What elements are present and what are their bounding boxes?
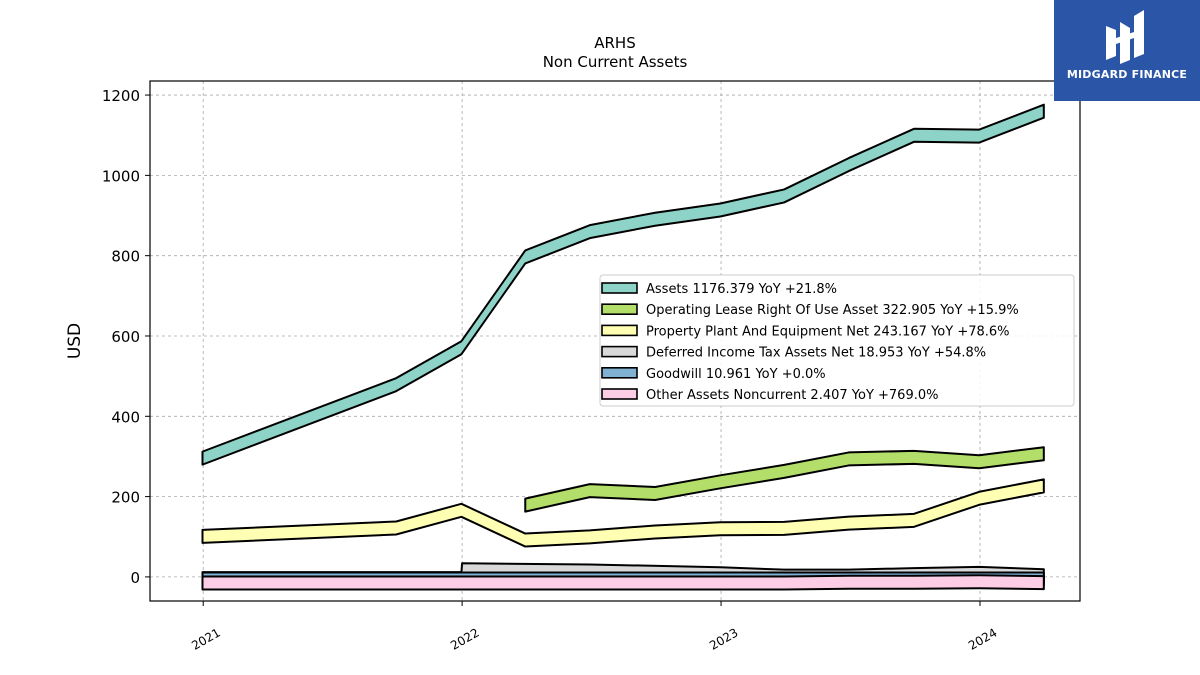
brand-name: MIDGARD FINANCE — [1066, 68, 1188, 81]
legend-label: Deferred Income Tax Assets Net 18.953 Yo… — [646, 346, 986, 361]
legend-swatch — [601, 345, 638, 358]
chart-title: ARHS — [594, 34, 635, 52]
y-tick-label: 1000 — [102, 167, 140, 185]
y-tick-label: 200 — [111, 489, 140, 507]
brand-logo: MIDGARD FINANCE — [1054, 0, 1200, 101]
legend-swatch — [601, 303, 638, 316]
series-layer — [201, 103, 1045, 591]
x-tick-label: 2021 — [189, 625, 222, 652]
y-axis-label: USD — [65, 323, 85, 359]
legend-swatch — [601, 366, 638, 379]
y-tick-label: 1200 — [102, 87, 140, 105]
y-tick-label: 0 — [130, 569, 140, 587]
series-band-1 — [201, 103, 1045, 466]
series-band-2 — [524, 446, 1045, 513]
y-axis: 0 200 400 600 800 1000 1200 — [102, 87, 150, 587]
legend-label: Assets 1176.379 YoY +21.8% — [646, 282, 837, 297]
y-tick-label: 600 — [111, 328, 140, 346]
legend-label: Property Plant And Equipment Net 243.167… — [646, 324, 1010, 339]
legend-swatch — [601, 388, 638, 400]
legend-label: Goodwill 10.961 YoY +0.0% — [646, 367, 826, 382]
plot-frame — [149, 80, 1081, 602]
legend-label: Operating Lease Right Of Use Asset 322.9… — [646, 303, 1019, 318]
legend-swatch — [601, 324, 638, 337]
series-band-6 — [201, 574, 1045, 591]
chart-subtitle: Non Current Assets — [543, 53, 688, 71]
legend-box — [599, 274, 1075, 407]
x-tick-label: 2023 — [707, 625, 740, 652]
x-axis: 2021 2022 2023 2024 — [189, 601, 999, 653]
legend-swatch — [601, 282, 638, 294]
y-tick-label: 400 — [111, 408, 140, 426]
y-tick-label: 800 — [111, 248, 140, 266]
x-tick-label: 2022 — [448, 625, 481, 652]
series-band-3 — [201, 478, 1045, 548]
legend-label: Other Assets Noncurrent 2.407 YoY +769.0… — [646, 388, 938, 403]
midgard-logo-icon — [1106, 10, 1144, 64]
legend: Assets 1176.379 YoY +21.8% Operating Leas… — [599, 274, 1075, 407]
x-tick-label: 2024 — [966, 625, 999, 652]
